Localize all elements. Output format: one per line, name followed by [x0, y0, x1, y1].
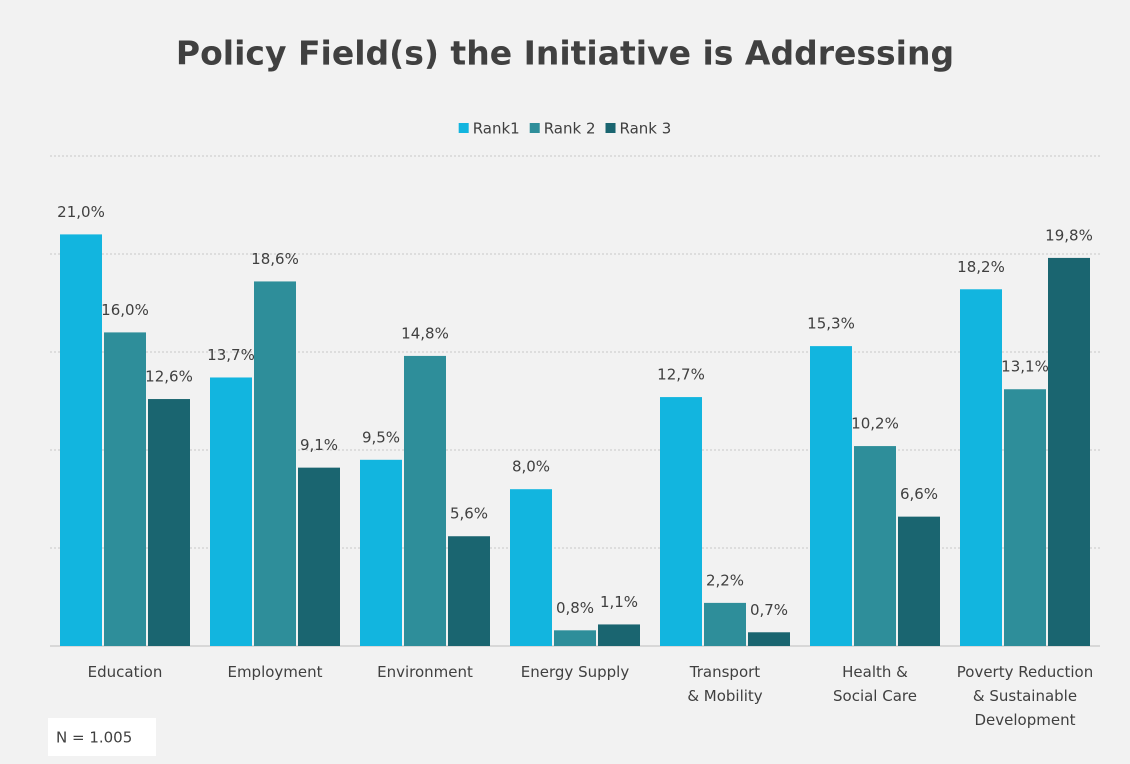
bar [1048, 257, 1090, 646]
bar [210, 377, 252, 646]
bar [254, 281, 296, 646]
x-tick-label-line: Poverty Reduction [957, 663, 1093, 681]
bar [854, 446, 896, 646]
value-label: 16,0% [101, 301, 149, 319]
annotation-box [48, 718, 156, 756]
value-label: 18,2% [957, 258, 1005, 276]
x-tick-label-line: & Sustainable [973, 687, 1077, 705]
bar [898, 516, 940, 646]
legend-swatch [529, 123, 540, 133]
x-tick-label: Energy Supply [521, 663, 630, 681]
bar [748, 632, 790, 646]
value-label: 12,6% [145, 368, 193, 386]
x-tick-label-line: Social Care [833, 687, 917, 705]
value-label: 10,2% [851, 415, 899, 433]
legend-label: Rank 3 [620, 120, 672, 138]
x-tick-label-line: & Mobility [687, 687, 762, 705]
bar [960, 289, 1002, 646]
annotation: N = 1.005 [56, 729, 132, 747]
value-label: 19,8% [1045, 226, 1093, 244]
value-label: 9,1% [300, 436, 338, 454]
bar [1004, 389, 1046, 646]
value-label: 21,0% [57, 203, 105, 221]
legend-label: Rank1 [473, 120, 520, 138]
x-tick-label-line: Health & [842, 663, 908, 681]
x-tick-label-line: Development [975, 711, 1076, 729]
legend-label: Rank 2 [544, 120, 596, 138]
bar [404, 355, 446, 646]
x-tick-label-line: Energy Supply [521, 663, 630, 681]
value-label: 0,8% [556, 599, 594, 617]
x-tick-label: Environment [377, 663, 473, 681]
chart-title: Policy Field(s) the Initiative is Addres… [176, 34, 954, 73]
bar [448, 536, 490, 646]
legend-swatch [605, 123, 616, 133]
value-label: 1,1% [600, 593, 638, 611]
x-tick-label-line: Transport [689, 663, 761, 681]
value-label: 9,5% [362, 428, 400, 446]
value-label: 15,3% [807, 315, 855, 333]
bar [704, 602, 746, 646]
value-label: 6,6% [900, 485, 938, 503]
legend-swatch [458, 123, 469, 133]
bar [60, 234, 102, 646]
value-label: 14,8% [401, 324, 449, 342]
bar [554, 630, 596, 646]
value-label: 13,7% [207, 346, 255, 364]
bar [104, 332, 146, 646]
bar [360, 459, 402, 646]
value-label: 13,1% [1001, 358, 1049, 376]
value-label: 0,7% [750, 601, 788, 619]
bar [298, 467, 340, 646]
x-tick-label: Health & Social Care [833, 663, 917, 705]
value-label: 2,2% [706, 571, 744, 589]
bar [510, 489, 552, 646]
bar [810, 346, 852, 646]
x-tick-label-line: Employment [227, 663, 322, 681]
bar [660, 397, 702, 646]
legend: Rank1 Rank 2 Rank 3 [458, 120, 672, 138]
bar [148, 399, 190, 646]
value-label: 18,6% [251, 250, 299, 268]
value-label: 5,6% [450, 505, 488, 523]
x-tick-label: Poverty Reduction & Sustainable Developmen… [957, 663, 1093, 729]
value-label: 12,7% [657, 366, 705, 384]
value-label: 8,0% [512, 458, 550, 476]
bar [598, 624, 640, 646]
x-tick-label: Transport & Mobility [687, 663, 762, 705]
x-tick-label: Employment [227, 663, 322, 681]
x-tick-label-line: Education [88, 663, 163, 681]
x-tick-label-line: Environment [377, 663, 473, 681]
x-tick-label: Education [88, 663, 163, 681]
